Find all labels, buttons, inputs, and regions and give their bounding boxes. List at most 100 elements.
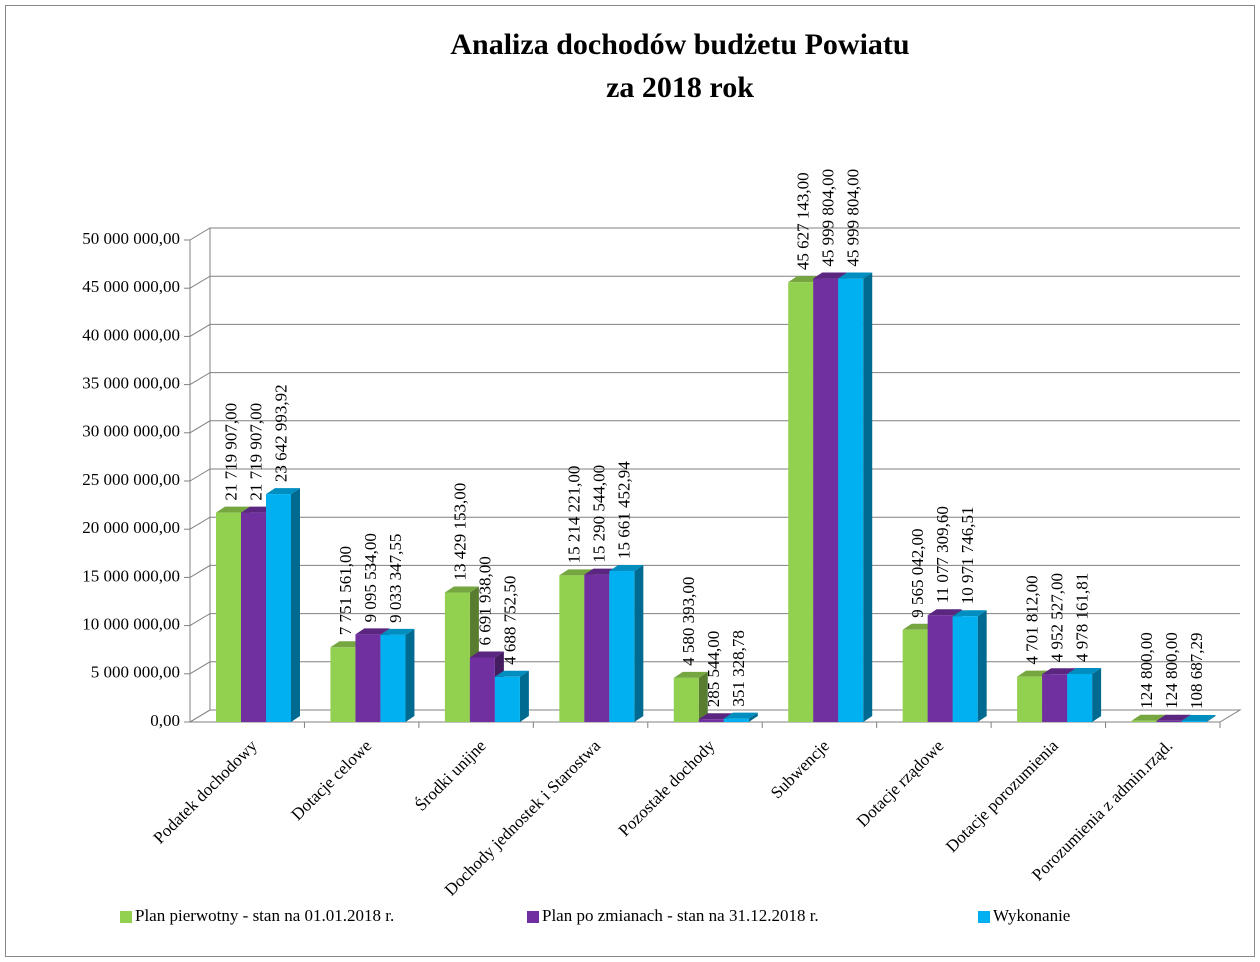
bar-front xyxy=(813,278,839,722)
bar-top xyxy=(609,565,644,572)
value-label: 45 999 804,00 xyxy=(844,169,863,267)
grid-line xyxy=(189,613,1240,627)
bar-front xyxy=(380,634,406,722)
bar xyxy=(723,712,758,722)
bar-side xyxy=(519,670,529,722)
grid-line xyxy=(189,323,1240,337)
value-label: 7 751 561,00 xyxy=(336,546,355,635)
bar xyxy=(1181,714,1216,722)
bar-front xyxy=(241,512,266,722)
bar-side xyxy=(748,712,758,722)
bar-top xyxy=(444,586,479,593)
legend-swatch xyxy=(527,911,539,923)
value-label: 6 691 938,00 xyxy=(475,556,494,645)
bar-front xyxy=(673,677,699,722)
bar-top xyxy=(838,272,873,279)
bar-front xyxy=(609,571,635,722)
bar-front xyxy=(1156,720,1182,722)
legend-swatch xyxy=(120,911,132,923)
value-label: 4 978 161,81 xyxy=(1073,573,1092,662)
bar xyxy=(952,610,987,722)
bar-top xyxy=(1042,668,1077,675)
grid-line xyxy=(189,372,1240,386)
bar-side xyxy=(698,671,708,722)
grid-line xyxy=(189,709,1240,723)
bar xyxy=(494,670,529,722)
bar-front xyxy=(355,634,381,722)
bar-side xyxy=(863,272,873,722)
bar-top xyxy=(469,651,504,658)
value-label: 124 800,00 xyxy=(1162,632,1181,709)
bar-front xyxy=(1181,720,1207,722)
value-label: 10 971 746,51 xyxy=(958,506,977,604)
bar-top xyxy=(673,671,708,678)
bar-front xyxy=(494,676,520,722)
y-tick-label: 50 000 000,00 xyxy=(82,229,180,248)
bar-front xyxy=(1131,720,1157,722)
y-tick-label: 45 000 000,00 xyxy=(82,277,180,296)
bar-front xyxy=(788,282,814,722)
grid-line xyxy=(189,661,1240,675)
y-tick-label: 30 000 000,00 xyxy=(82,422,180,441)
bar-top xyxy=(355,628,390,635)
grid-line xyxy=(189,275,1240,289)
value-label: 9 033 347,55 xyxy=(386,534,405,623)
y-tick-label: 20 000 000,00 xyxy=(82,518,180,537)
value-label: 124 800,00 xyxy=(1137,632,1156,709)
bar-front xyxy=(838,278,864,722)
bar xyxy=(266,488,300,722)
value-label: 23 642 993,92 xyxy=(271,384,290,482)
bar-top xyxy=(723,712,758,719)
value-label: 351 328,78 xyxy=(729,630,748,707)
y-tick-label: 15 000 000,00 xyxy=(82,566,180,585)
y-tick-label: 10 000 000,00 xyxy=(82,615,180,634)
bar-front xyxy=(584,574,610,722)
value-label: 4 688 752,50 xyxy=(500,576,519,665)
grid-line xyxy=(189,420,1240,434)
bar-front xyxy=(723,718,749,722)
y-tick-label: 25 000 000,00 xyxy=(82,470,180,489)
bar-top xyxy=(216,506,250,513)
bar-top xyxy=(927,609,962,616)
value-label: 15 214 221,00 xyxy=(565,466,584,564)
value-label: 9 095 534,00 xyxy=(361,533,380,622)
bar-front xyxy=(902,629,928,722)
bar-side xyxy=(634,565,644,722)
value-label: 4 580 393,00 xyxy=(679,577,698,666)
legend-swatch xyxy=(978,911,990,923)
value-label: 4 701 812,00 xyxy=(1023,575,1042,664)
bar-top xyxy=(1131,714,1166,721)
legend-label: Wykonanie xyxy=(993,906,1070,925)
bar-side xyxy=(1206,714,1216,722)
bar-front xyxy=(1017,676,1043,722)
bar-side xyxy=(291,488,300,722)
bar-top xyxy=(380,628,415,635)
bar-side xyxy=(977,610,987,722)
value-label: 11 077 309,60 xyxy=(933,506,952,603)
bar xyxy=(380,628,415,722)
chart-subtitle: za 2018 rok xyxy=(606,71,754,104)
bar xyxy=(673,671,708,722)
value-label: 15 290 544,00 xyxy=(590,465,609,563)
value-label: 13 429 153,00 xyxy=(450,483,469,581)
bar xyxy=(1067,668,1102,722)
value-label: 21 719 907,00 xyxy=(246,403,265,501)
bar-front xyxy=(1042,674,1068,722)
bar-front xyxy=(559,575,585,722)
bar-top xyxy=(266,488,300,495)
bar-front xyxy=(927,615,953,722)
grid-line xyxy=(189,227,1240,241)
bar-front xyxy=(444,592,470,722)
bar-front xyxy=(698,719,724,722)
bar-top xyxy=(1156,714,1191,721)
bar-side xyxy=(1092,668,1102,722)
bar xyxy=(609,565,644,722)
value-label: 45 999 804,00 xyxy=(819,169,838,267)
y-tick-label: 40 000 000,00 xyxy=(82,325,180,344)
bar-top xyxy=(494,670,529,677)
bar-top xyxy=(952,610,987,617)
bar-front xyxy=(216,512,241,722)
legend-label: Plan po zmianach - stan na 31.12.2018 r. xyxy=(542,906,819,925)
legend-label: Plan pierwotny - stan na 01.01.2018 r. xyxy=(135,906,394,925)
